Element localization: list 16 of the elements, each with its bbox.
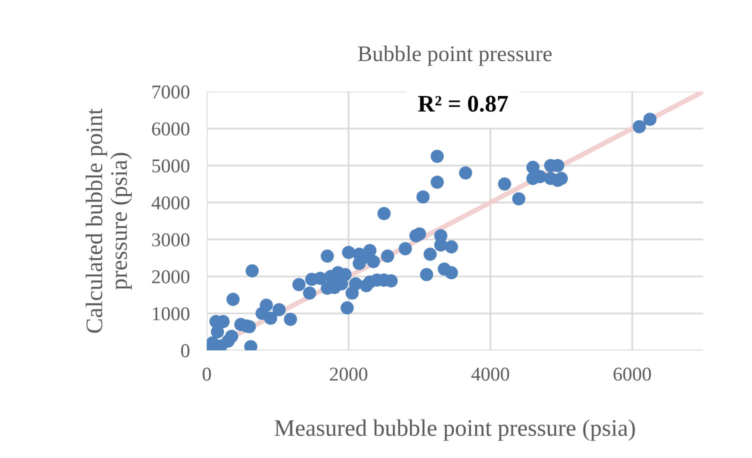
x-tick-label: 0	[202, 368, 211, 381]
y-tick-label: 2000	[152, 270, 190, 284]
x-tick-label: 6000	[614, 368, 651, 381]
x-tick-label: 4000	[471, 368, 510, 381]
y-tick-label: 7000	[152, 85, 190, 99]
x-axis-title: Measured bubble point pressure (psia)	[274, 419, 635, 441]
y-tick-label: 3000	[152, 233, 190, 246]
y-axis-title: Calculated bubble point pressure (psia)	[86, 108, 132, 333]
y-tick-label: 0	[181, 344, 190, 358]
y-tick-label: 1000	[152, 307, 190, 320]
y-tick-label: 5000	[152, 159, 190, 172]
y-tick-label: 6000	[152, 122, 190, 136]
y-tick-label: 4000	[152, 196, 190, 210]
chart-title: Bubble point pressure	[358, 46, 552, 66]
x-tick-label: 2000	[330, 368, 368, 381]
annotation: R² = 0.87	[418, 96, 508, 112]
